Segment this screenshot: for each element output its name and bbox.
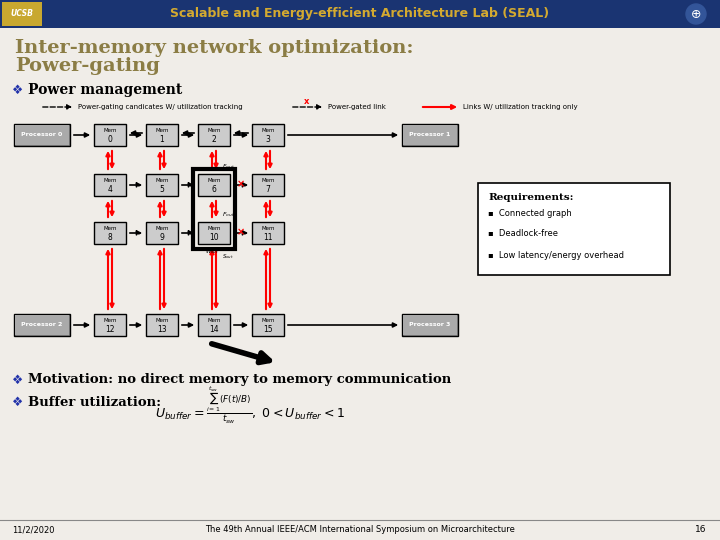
Text: ×: × [237, 179, 245, 189]
Text: Mem: Mem [261, 226, 275, 232]
Text: Mem: Mem [103, 319, 117, 323]
Text: Inter-memory network optimization:: Inter-memory network optimization: [15, 39, 413, 57]
FancyBboxPatch shape [252, 124, 284, 146]
Text: Processor 1: Processor 1 [409, 132, 451, 138]
Text: 8: 8 [107, 233, 112, 242]
Bar [2, 2, 42, 26]
Text: 11/2/2020: 11/2/2020 [12, 525, 55, 535]
Text: UCSB: UCSB [11, 10, 34, 18]
Text: ▪  Connected graph: ▪ Connected graph [488, 208, 572, 218]
Text: 15: 15 [264, 326, 273, 334]
Circle shape [686, 4, 706, 24]
Text: ❖: ❖ [12, 374, 23, 387]
FancyBboxPatch shape [14, 314, 70, 336]
Text: $W_{out}$: $W_{out}$ [205, 247, 219, 256]
FancyBboxPatch shape [146, 174, 178, 196]
Text: 4: 4 [107, 186, 112, 194]
Text: Links W/ utilization tracking only: Links W/ utilization tracking only [463, 104, 577, 110]
Text: Mem: Mem [261, 179, 275, 184]
Text: Processor 2: Processor 2 [22, 322, 63, 327]
Text: Mem: Mem [156, 129, 168, 133]
FancyBboxPatch shape [478, 183, 670, 275]
FancyBboxPatch shape [402, 124, 458, 146]
FancyBboxPatch shape [146, 314, 178, 336]
Text: 10: 10 [210, 233, 219, 242]
Text: Mem: Mem [156, 179, 168, 184]
Text: Scalable and Energy-efficient Architecture Lab (SEAL): Scalable and Energy-efficient Architectu… [171, 8, 549, 21]
Text: ▪  Deadlock-free: ▪ Deadlock-free [488, 230, 558, 239]
Text: Buffer utilization:: Buffer utilization: [28, 395, 161, 408]
FancyBboxPatch shape [146, 222, 178, 244]
FancyBboxPatch shape [252, 314, 284, 336]
Text: x: x [305, 97, 310, 106]
Text: $F_{out}$: $F_{out}$ [222, 162, 235, 171]
Text: The 49th Annual IEEE/ACM International Symposium on Microarchitecture: The 49th Annual IEEE/ACM International S… [205, 525, 515, 535]
Text: Power-gating: Power-gating [15, 57, 160, 75]
FancyBboxPatch shape [94, 222, 126, 244]
Text: Mem: Mem [156, 319, 168, 323]
Bar [193, 169, 235, 249]
Text: Mem: Mem [103, 226, 117, 232]
Text: 11: 11 [264, 233, 273, 242]
Text: $S_{out}$: $S_{out}$ [222, 252, 234, 261]
Text: 1: 1 [160, 136, 164, 145]
FancyBboxPatch shape [403, 125, 457, 145]
FancyBboxPatch shape [94, 174, 126, 196]
FancyBboxPatch shape [402, 314, 458, 336]
Text: $F_{out}$: $F_{out}$ [222, 210, 235, 219]
Text: Power-gating candicates W/ utilization tracking: Power-gating candicates W/ utilization t… [78, 104, 243, 110]
Text: 3: 3 [266, 136, 271, 145]
Bar [0, 0, 720, 28]
Text: Mem: Mem [103, 179, 117, 184]
FancyBboxPatch shape [15, 125, 69, 145]
FancyBboxPatch shape [94, 314, 126, 336]
Text: Processor 3: Processor 3 [409, 322, 451, 327]
Text: 16: 16 [695, 525, 706, 535]
Text: Mem: Mem [261, 319, 275, 323]
FancyBboxPatch shape [94, 124, 126, 146]
Text: 7: 7 [266, 186, 271, 194]
Text: ▪  Low latency/energy overhead: ▪ Low latency/energy overhead [488, 251, 624, 260]
Text: 5: 5 [160, 186, 164, 194]
FancyBboxPatch shape [14, 124, 70, 146]
Text: Requirements:: Requirements: [488, 192, 574, 201]
Text: Processor 0: Processor 0 [22, 132, 63, 138]
FancyBboxPatch shape [252, 222, 284, 244]
Text: 9: 9 [160, 233, 164, 242]
FancyBboxPatch shape [198, 174, 230, 196]
Text: Mem: Mem [207, 179, 221, 184]
Text: 14: 14 [210, 326, 219, 334]
Text: $U_{buffer}=\frac{\sum_{i=1}^{t_{sw}}(F(t)/B)}{t_{sw}},\;0<U_{buffer}<1$: $U_{buffer}=\frac{\sum_{i=1}^{t_{sw}}(F(… [155, 384, 345, 426]
FancyBboxPatch shape [403, 315, 457, 335]
Text: ❖: ❖ [12, 84, 23, 97]
Text: Power-gated link: Power-gated link [328, 104, 386, 110]
Text: 12: 12 [105, 326, 114, 334]
Text: 6: 6 [212, 186, 217, 194]
Text: 2: 2 [212, 136, 217, 145]
Text: Mem: Mem [103, 129, 117, 133]
FancyBboxPatch shape [198, 222, 230, 244]
Text: 13: 13 [157, 326, 167, 334]
Text: Mem: Mem [156, 226, 168, 232]
Text: Motivation: no direct memory to memory communication: Motivation: no direct memory to memory c… [28, 374, 451, 387]
Text: ⊕: ⊕ [690, 8, 701, 21]
FancyBboxPatch shape [198, 314, 230, 336]
Text: ×: × [237, 227, 245, 237]
Text: Mem: Mem [261, 129, 275, 133]
Text: ❖: ❖ [12, 395, 23, 408]
FancyBboxPatch shape [15, 315, 69, 335]
Text: Mem: Mem [207, 129, 221, 133]
FancyBboxPatch shape [252, 174, 284, 196]
FancyBboxPatch shape [146, 124, 178, 146]
Text: 0: 0 [107, 136, 112, 145]
FancyBboxPatch shape [198, 124, 230, 146]
Text: Mem: Mem [207, 319, 221, 323]
Text: Mem: Mem [207, 226, 221, 232]
Text: Power management: Power management [28, 83, 182, 97]
